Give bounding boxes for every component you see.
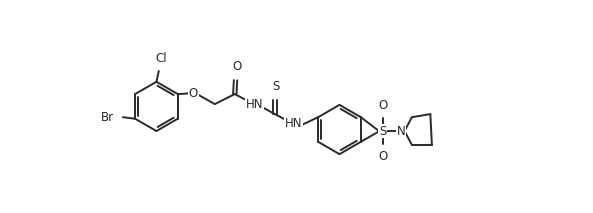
Text: S: S: [272, 80, 279, 93]
Text: O: O: [232, 60, 242, 73]
Text: S: S: [379, 125, 386, 138]
Text: HN: HN: [246, 98, 263, 111]
Text: Br: Br: [100, 111, 113, 124]
Text: O: O: [189, 87, 198, 100]
Text: HN: HN: [285, 117, 302, 130]
Text: N: N: [397, 125, 406, 138]
Text: O: O: [378, 150, 387, 163]
Text: O: O: [378, 99, 387, 112]
Text: Cl: Cl: [155, 52, 167, 65]
